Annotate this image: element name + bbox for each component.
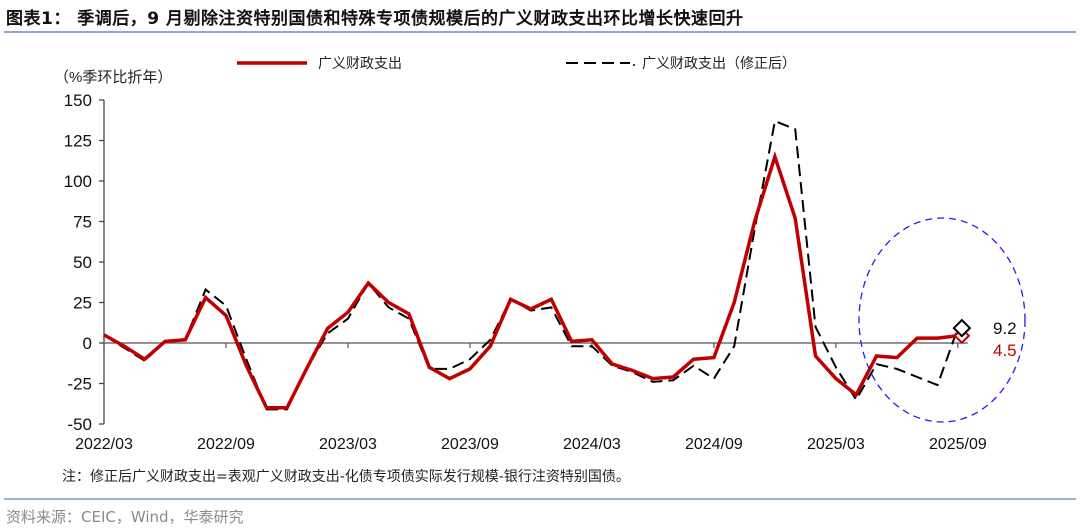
chart-title: 图表1： 季调后，9 月剔除注资特别国债和特殊专项债规模后的广义财政支出环比增长… <box>6 9 744 29</box>
y-tick-label: 50 <box>73 253 92 272</box>
y-tick-label: 150 <box>64 91 92 110</box>
x-tick-label: 2024/09 <box>685 436 743 453</box>
end-label-adjusted: 9.2 <box>993 319 1017 338</box>
series-layer <box>103 119 959 411</box>
y-tick-label: 25 <box>73 294 92 313</box>
x-tick-label: 2023/09 <box>441 436 499 453</box>
highlight-ellipse <box>858 217 1026 423</box>
y-tick-label: 75 <box>73 213 92 232</box>
y-axis-unit-label: （%季环比折年） <box>54 69 172 86</box>
series-line-main <box>103 150 959 410</box>
y-tick-label: 125 <box>64 132 92 151</box>
x-axis: 2022/03 2022/09 2023/03 2023/09 2024/03 2024/… <box>75 342 987 453</box>
x-tick-label: 2025/03 <box>807 436 865 453</box>
legend: 广义财政支出 广义财政支出（修正后） <box>237 55 796 71</box>
end-labels: 9.24.5 <box>952 318 1017 360</box>
y-tick-label: -50 <box>67 415 92 434</box>
x-tick-label: 2022/09 <box>197 436 255 453</box>
legend-label-adjusted: 广义财政支出（修正后） <box>642 55 796 71</box>
footer-divider <box>4 498 1076 500</box>
title-divider <box>4 31 1076 33</box>
x-tick-label: 2025/09 <box>929 436 987 453</box>
legend-label-main: 广义财政支出 <box>318 55 402 71</box>
x-tick-label: 2024/03 <box>563 436 621 453</box>
end-marker-adjusted-diamond-icon <box>952 318 972 338</box>
line-chart: 广义财政支出 广义财政支出（修正后） （%季环比折年） -50 -25 0 25 50 7… <box>0 34 1080 454</box>
y-tick-label: 100 <box>64 172 92 191</box>
end-label-main: 4.5 <box>993 341 1017 360</box>
chart-canvas: 广义财政支出 广义财政支出（修正后） （%季环比折年） -50 -25 0 25 50 7… <box>54 55 1026 453</box>
y-tick-label: -25 <box>67 375 92 394</box>
x-tick-label: 2023/03 <box>319 436 377 453</box>
chart-note: 注：修正后广义财政支出=表观广义财政支出-化债专项债实际发行规模-银行注资特别国… <box>62 469 630 485</box>
data-source: 资料来源：CEIC，Wind，华泰研究 <box>6 508 244 526</box>
series-line-adjusted <box>103 119 959 411</box>
y-axis: -50 -25 0 25 50 75 100 125 150 <box>64 91 105 434</box>
x-tick-label: 2022/03 <box>75 436 133 453</box>
y-tick-label: 0 <box>83 334 92 353</box>
